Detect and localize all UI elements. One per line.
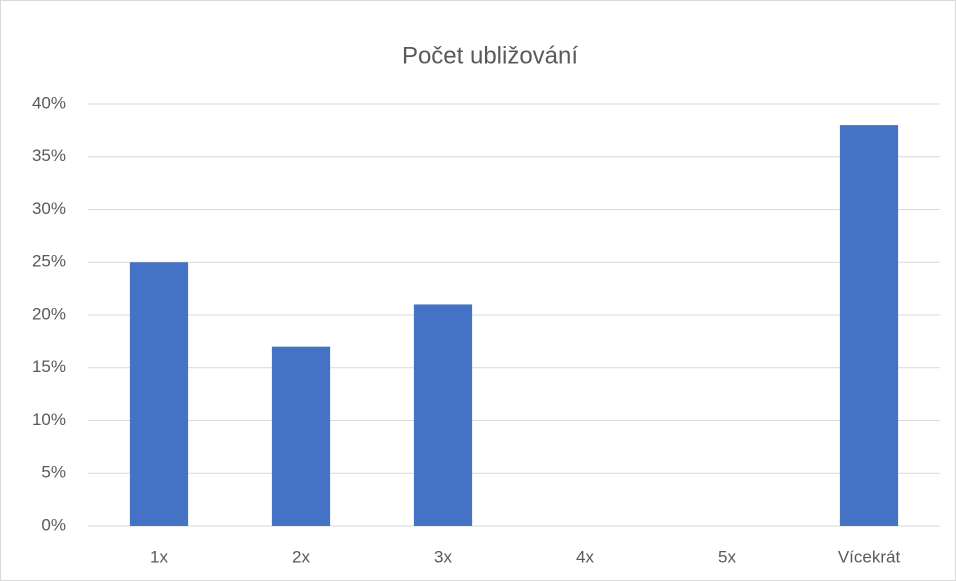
- bar: [129, 262, 189, 526]
- bar: [413, 304, 473, 526]
- y-tick-label: 35%: [32, 146, 66, 165]
- y-tick-label: 40%: [32, 93, 66, 112]
- x-tick-label: 1x: [150, 547, 168, 566]
- x-tick-label: 5x: [718, 547, 736, 566]
- y-tick-label: 0%: [41, 515, 66, 534]
- y-tick-label: 25%: [32, 252, 66, 271]
- bar: [271, 346, 331, 526]
- bar: [839, 125, 899, 526]
- chart-title: Počet ubližování: [402, 42, 578, 69]
- y-tick-label: 20%: [32, 304, 66, 323]
- x-tick-label: 4x: [576, 547, 594, 566]
- x-tick-label: 3x: [434, 547, 452, 566]
- y-tick-label: 10%: [32, 410, 66, 429]
- x-tick-label: Vícekrát: [838, 547, 901, 566]
- y-tick-label: 30%: [32, 199, 66, 218]
- x-tick-label: 2x: [292, 547, 310, 566]
- y-tick-label: 15%: [32, 357, 66, 376]
- y-tick-label: 5%: [41, 463, 66, 482]
